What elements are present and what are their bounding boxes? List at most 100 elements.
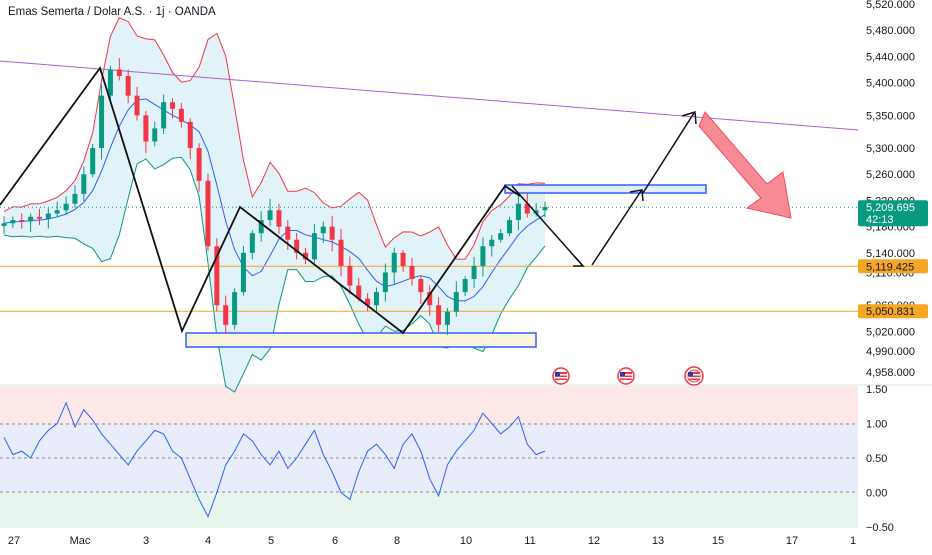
candle-body	[542, 206, 548, 211]
candle-body	[205, 180, 211, 247]
time-tick-label: 1	[850, 535, 856, 547]
bearish-arrow-icon[interactable]	[698, 111, 792, 219]
candle-body	[232, 292, 238, 325]
time-tick-label: 17	[786, 535, 798, 547]
time-tick-label: 11	[524, 535, 535, 547]
osc-overbought-zone	[0, 386, 858, 424]
us-flag-icon[interactable]	[552, 367, 570, 385]
candle-body	[471, 265, 477, 280]
candle-body	[90, 148, 96, 175]
candle-body	[444, 311, 450, 325]
price-tick-label: 5,520.000	[866, 0, 915, 11]
candle-body	[453, 292, 459, 312]
price-tick-label: 5,350.000	[866, 110, 915, 122]
price-tick-label: 5,300.000	[866, 143, 915, 155]
price-tick-label: 5,400.000	[866, 78, 915, 90]
candle-body	[249, 233, 255, 253]
candle-body	[303, 252, 309, 260]
candle-body	[373, 292, 379, 306]
candle-body	[409, 265, 415, 280]
candle-body	[533, 210, 539, 214]
oscillator-line	[3, 401, 546, 518]
resistance-zone[interactable]	[504, 184, 707, 194]
level-tag-5119: 5,119.425	[858, 259, 928, 274]
time-tick-label: Mac	[70, 535, 91, 547]
zigzag-wave-line[interactable]	[0, 66, 521, 335]
candle-body	[161, 102, 167, 129]
candle-body	[143, 115, 149, 142]
candle-body	[36, 216, 42, 219]
candle-body	[329, 226, 335, 240]
time-tick-label: 27	[8, 535, 20, 547]
current-price-value: 5,209.695	[866, 202, 915, 214]
time-tick-label: 6	[332, 535, 338, 547]
candle-body	[81, 174, 87, 194]
projection-leg-up-2[interactable]	[642, 112, 695, 194]
candle-body	[338, 239, 344, 266]
candle-body	[214, 246, 220, 306]
candle-body	[320, 226, 326, 234]
projection-leg-down[interactable]	[511, 185, 584, 267]
projection-leg-up-1[interactable]	[591, 190, 642, 266]
osc-tick-label: 0.50	[866, 453, 887, 465]
price-tick-label: 4,990.000	[866, 346, 915, 358]
candle-body	[187, 121, 193, 149]
candle-body	[418, 279, 424, 293]
time-tick-label: 3	[143, 535, 149, 547]
candle-body	[436, 305, 442, 325]
osc-tick-label: −0.50	[866, 522, 894, 534]
candle-body	[134, 95, 140, 116]
arrowhead-down-icon	[573, 256, 585, 267]
price-tick-label: 5,020.000	[866, 326, 915, 338]
current-price-tag: 5,209.695 42:13	[858, 200, 928, 227]
candle-body	[347, 265, 353, 286]
price-tick-label: 5,440.000	[866, 51, 915, 63]
osc-tick-label: 1.00	[866, 419, 887, 431]
time-tick-label: 15	[712, 535, 724, 547]
chart-title: Emas Semerta / Dolar A.S. · 1j · OANDA	[8, 6, 216, 18]
descending-trendline[interactable]	[0, 60, 859, 131]
candle-body	[489, 239, 495, 247]
candle-body	[515, 203, 521, 221]
time-axis[interactable]: 27 Mac 3 4 5 6 8 10 11 12 13 15 17 1	[8, 535, 856, 547]
candle-body	[365, 298, 371, 306]
candle-body	[382, 272, 388, 293]
candle-body	[391, 252, 397, 273]
candle-body	[107, 69, 113, 96]
candle-body	[45, 213, 51, 219]
candle-body	[400, 252, 406, 266]
candle-body	[152, 128, 158, 142]
price-tick-label: 4,958.000	[866, 367, 915, 379]
oscillator-axis[interactable]: 1.50 1.00 0.50 0.00 −0.50	[866, 384, 894, 534]
candle-body	[54, 210, 60, 214]
candle-body	[125, 76, 131, 96]
us-flag-icon[interactable]	[617, 367, 635, 385]
level-value-5050: 5,050.831	[866, 306, 915, 318]
price-axis[interactable]: 5,520.000 5,480.000 5,440.000 5,400.000 5,35…	[866, 0, 915, 379]
time-tick-label: 4	[205, 535, 211, 547]
candle-body	[240, 252, 246, 293]
candle-body	[196, 148, 202, 181]
candle-body	[10, 220, 16, 224]
candle-body	[63, 203, 69, 211]
candle-body	[294, 239, 300, 253]
time-tick-label: 12	[588, 535, 600, 547]
candle-body	[507, 220, 513, 234]
candlestick-series	[1, 58, 548, 335]
us-flag-icon[interactable]	[684, 366, 704, 386]
candle-body	[267, 210, 273, 221]
candle-body	[498, 233, 504, 240]
candle-body	[524, 203, 530, 214]
bollinger-upper-line	[3, 17, 546, 260]
candle-body	[356, 285, 362, 299]
support-zone[interactable]	[185, 332, 537, 348]
candle-body	[178, 108, 184, 122]
candle-body	[427, 292, 433, 306]
candle-body	[170, 102, 176, 109]
candle-body	[99, 95, 105, 149]
osc-tick-label: 1.50	[866, 384, 887, 396]
candle-body	[311, 233, 317, 260]
osc-tick-label: 0.00	[866, 488, 887, 500]
